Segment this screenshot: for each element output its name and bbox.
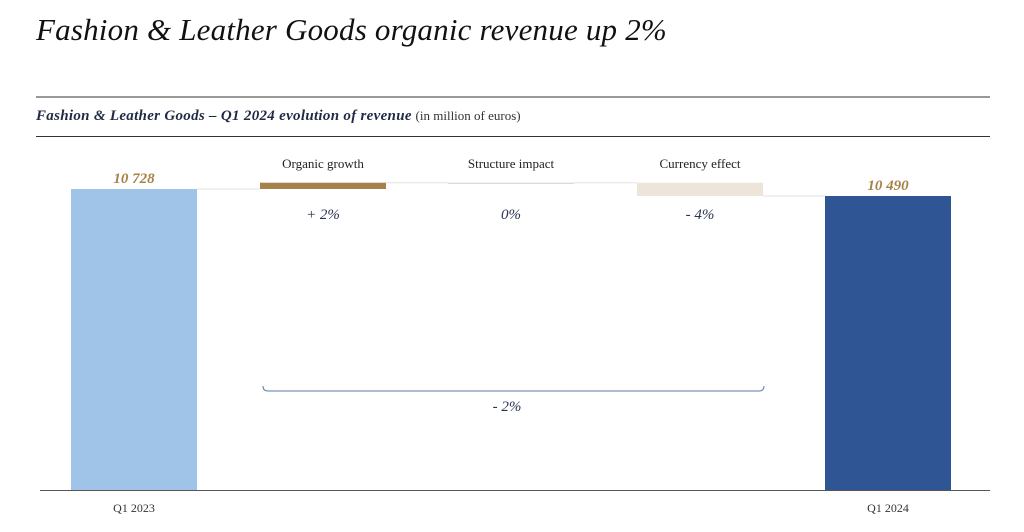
value-label: 10 490 <box>867 178 909 194</box>
bar-q1-2024 <box>825 196 951 490</box>
pct-label: - 4% <box>686 207 715 223</box>
bracket-label: - 2% <box>493 399 522 415</box>
page-title: Fashion & Leather Goods organic revenue … <box>36 12 667 47</box>
category-label: Organic growth <box>282 156 364 171</box>
category-label: Currency effect <box>660 156 741 171</box>
bar-structure-impact <box>448 182 574 184</box>
bar-q1-2023 <box>71 189 197 490</box>
x-tick-label: Q1 2023 <box>113 501 155 515</box>
bar-organic-growth <box>260 182 386 189</box>
pct-label: + 2% <box>306 207 340 223</box>
x-tick-label: Q1 2024 <box>867 501 909 515</box>
subtitle-main: Fashion & Leather Goods – Q1 2024 evolut… <box>36 108 412 124</box>
bracket <box>262 385 765 392</box>
top-divider <box>36 96 990 98</box>
subtitle-unit: (in million of euros) <box>415 108 521 123</box>
bar-currency-effect <box>637 182 763 196</box>
pct-label: 0% <box>501 207 521 223</box>
chart-subtitle: Fashion & Leather Goods – Q1 2024 evolut… <box>36 108 521 125</box>
subtitle-divider <box>36 136 990 137</box>
value-label: 10 728 <box>113 171 155 187</box>
category-label: Structure impact <box>468 156 555 171</box>
